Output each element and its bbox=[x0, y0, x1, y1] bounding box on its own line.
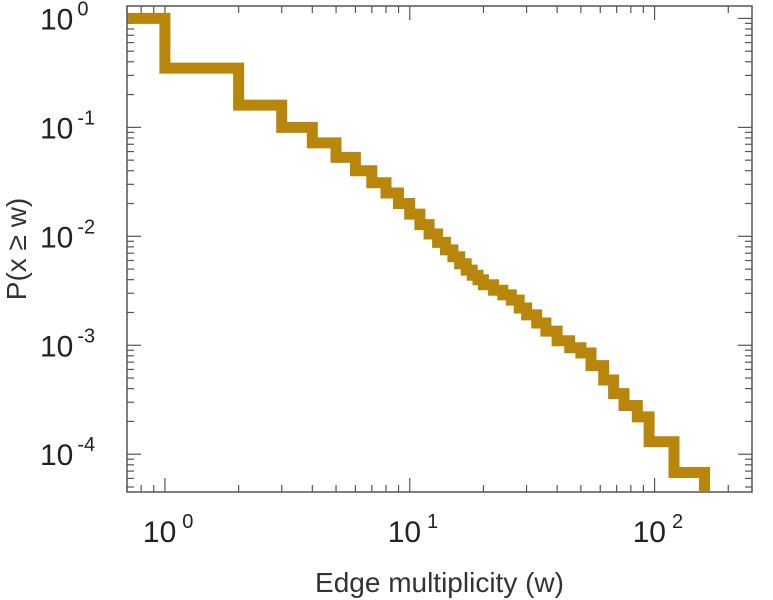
series-line bbox=[127, 12, 710, 491]
y-tick-label: 10 0 bbox=[40, 0, 89, 36]
y-axis-title: P(x ≥ w) bbox=[1, 198, 32, 300]
x-axis-title: Edge multiplicity (w) bbox=[315, 567, 564, 598]
y-tick-label: 10 -1 bbox=[40, 107, 95, 145]
axis-ticks bbox=[126, 6, 752, 492]
y-tick-label: 10 -2 bbox=[40, 216, 95, 254]
y-tick-label: 10 -3 bbox=[40, 325, 95, 363]
y-tick-label: 10 -4 bbox=[40, 434, 95, 472]
x-tick-label: 10 2 bbox=[633, 511, 684, 549]
tick-labels: 10 0 10 1 10 2 10 0 10 -1 10 -2 10 -3 10 -4 bbox=[40, 0, 683, 549]
x-tick-label: 10 0 bbox=[143, 511, 194, 549]
series-layer bbox=[127, 12, 710, 491]
x-tick-label: 10 1 bbox=[388, 511, 439, 549]
plot-frame bbox=[126, 5, 753, 493]
